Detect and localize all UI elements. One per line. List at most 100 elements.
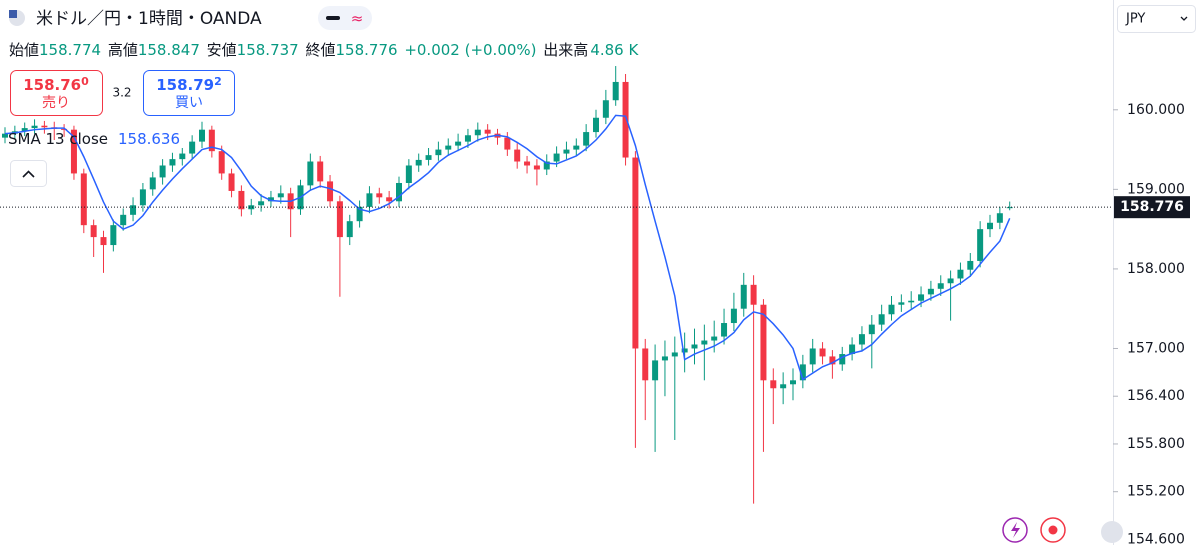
candle-body (996, 213, 1003, 223)
candle-body (701, 340, 708, 345)
dropdown-arrow (1180, 16, 1188, 21)
candle-body (41, 125, 48, 128)
candle-body (770, 380, 777, 389)
buy-label: 買い (175, 95, 203, 111)
candle-body (2, 133, 8, 138)
candle-body (563, 149, 570, 154)
buy-price-text: 158.792 (156, 75, 222, 94)
last-price-box (1114, 196, 1190, 219)
close-value: 158.776 (336, 41, 398, 59)
candle-body (356, 206, 363, 222)
candle-body (445, 145, 452, 150)
y-tick-label: 155.800 (1127, 436, 1185, 452)
candle-body (405, 165, 412, 183)
candle-body (130, 205, 137, 215)
candle-body (632, 157, 639, 349)
candle-body (868, 324, 875, 335)
buy-button[interactable] (143, 70, 235, 116)
buy-pip: 2 (214, 75, 222, 88)
candle-body (858, 334, 865, 345)
collapse-button[interactable] (10, 160, 47, 187)
lightning-icon (1011, 522, 1020, 538)
candle-body (898, 302, 905, 305)
sma-name: SMA 13 close (8, 130, 108, 148)
candle-body (376, 193, 383, 198)
candle-body (760, 304, 767, 381)
status-icon: ≈ (351, 10, 364, 28)
candle-body (799, 364, 806, 381)
candle-body (681, 348, 688, 353)
candle-body (888, 304, 895, 315)
candle-body (336, 201, 343, 238)
high-value: 158.847 (138, 41, 200, 59)
candle-body (504, 137, 511, 150)
candle-body (277, 193, 284, 198)
candle-body (691, 344, 698, 349)
sell-price: 158.76 (23, 76, 81, 94)
candle-body (455, 141, 462, 146)
sma-value: 158.636 (118, 130, 180, 148)
y-tick-label: 158.000 (1127, 261, 1185, 277)
candle-body (110, 225, 117, 246)
buy-price: 158.79 (156, 76, 214, 94)
y-tick-label: 155.200 (1127, 484, 1185, 500)
candle-body (987, 222, 993, 230)
volume-value: 4.86 K (590, 41, 639, 59)
candle-body (573, 145, 580, 150)
status-pill[interactable] (318, 6, 372, 30)
candle-body (61, 128, 68, 130)
candle-body (927, 288, 934, 295)
candle-body (849, 344, 856, 355)
ohlc-values: 始値158.774 高値158.847 安値158.737 終値158.776 … (9, 41, 639, 59)
low-value: 158.737 (237, 41, 299, 59)
candle-body (711, 336, 718, 341)
candle-body (1006, 207, 1013, 209)
change: +0.002 (+0.00%) (404, 41, 536, 59)
candle-body (208, 129, 215, 152)
candle-body (464, 135, 471, 142)
candle-body (484, 129, 491, 134)
candle-body (179, 153, 186, 160)
candle-body (80, 173, 87, 226)
sell-button[interactable] (10, 70, 103, 116)
spread: 3.2 (112, 86, 131, 100)
candle-body (120, 214, 127, 226)
volume-label: 出来高 (543, 41, 588, 59)
flag-button[interactable] (1101, 521, 1123, 543)
candle-body (750, 284, 757, 305)
candle-body (189, 141, 196, 154)
candle-body (425, 155, 432, 160)
collapse-arrow (22, 170, 35, 178)
candle-body (159, 165, 166, 178)
currency: JPY (1125, 12, 1145, 27)
sma-legend: SMA 13 close 158.636 (8, 130, 180, 148)
price-axis: 160.000 159.000 158.000 157.000 156.400 155.8… (1113, 102, 1190, 545)
candle-body (543, 161, 550, 170)
currency-dropdown[interactable] (1117, 5, 1196, 33)
y-tick-label: 159.000 (1127, 181, 1185, 197)
candle-body (829, 356, 836, 365)
candle-body (248, 205, 255, 210)
candle-body (149, 177, 156, 190)
record-icon (1048, 525, 1058, 535)
candle-body (553, 153, 560, 162)
candle-body (740, 284, 747, 309)
candle-body (671, 352, 678, 357)
candle-body (583, 132, 590, 146)
candle-body (396, 182, 402, 202)
candle-body (661, 356, 668, 361)
candle-body (199, 129, 205, 142)
candle-body (346, 221, 353, 238)
y-tick-label: 154.600 (1127, 531, 1185, 545)
candle-body (70, 129, 77, 174)
candle-body (21, 128, 28, 132)
candle-body (228, 173, 235, 191)
candle-body (218, 151, 225, 174)
candle-body (474, 129, 481, 136)
sma-line (4, 114, 1011, 381)
candle-body (809, 348, 816, 365)
candle-body (602, 100, 609, 118)
candle-body (908, 300, 915, 303)
high-label: 高値 (108, 41, 138, 59)
